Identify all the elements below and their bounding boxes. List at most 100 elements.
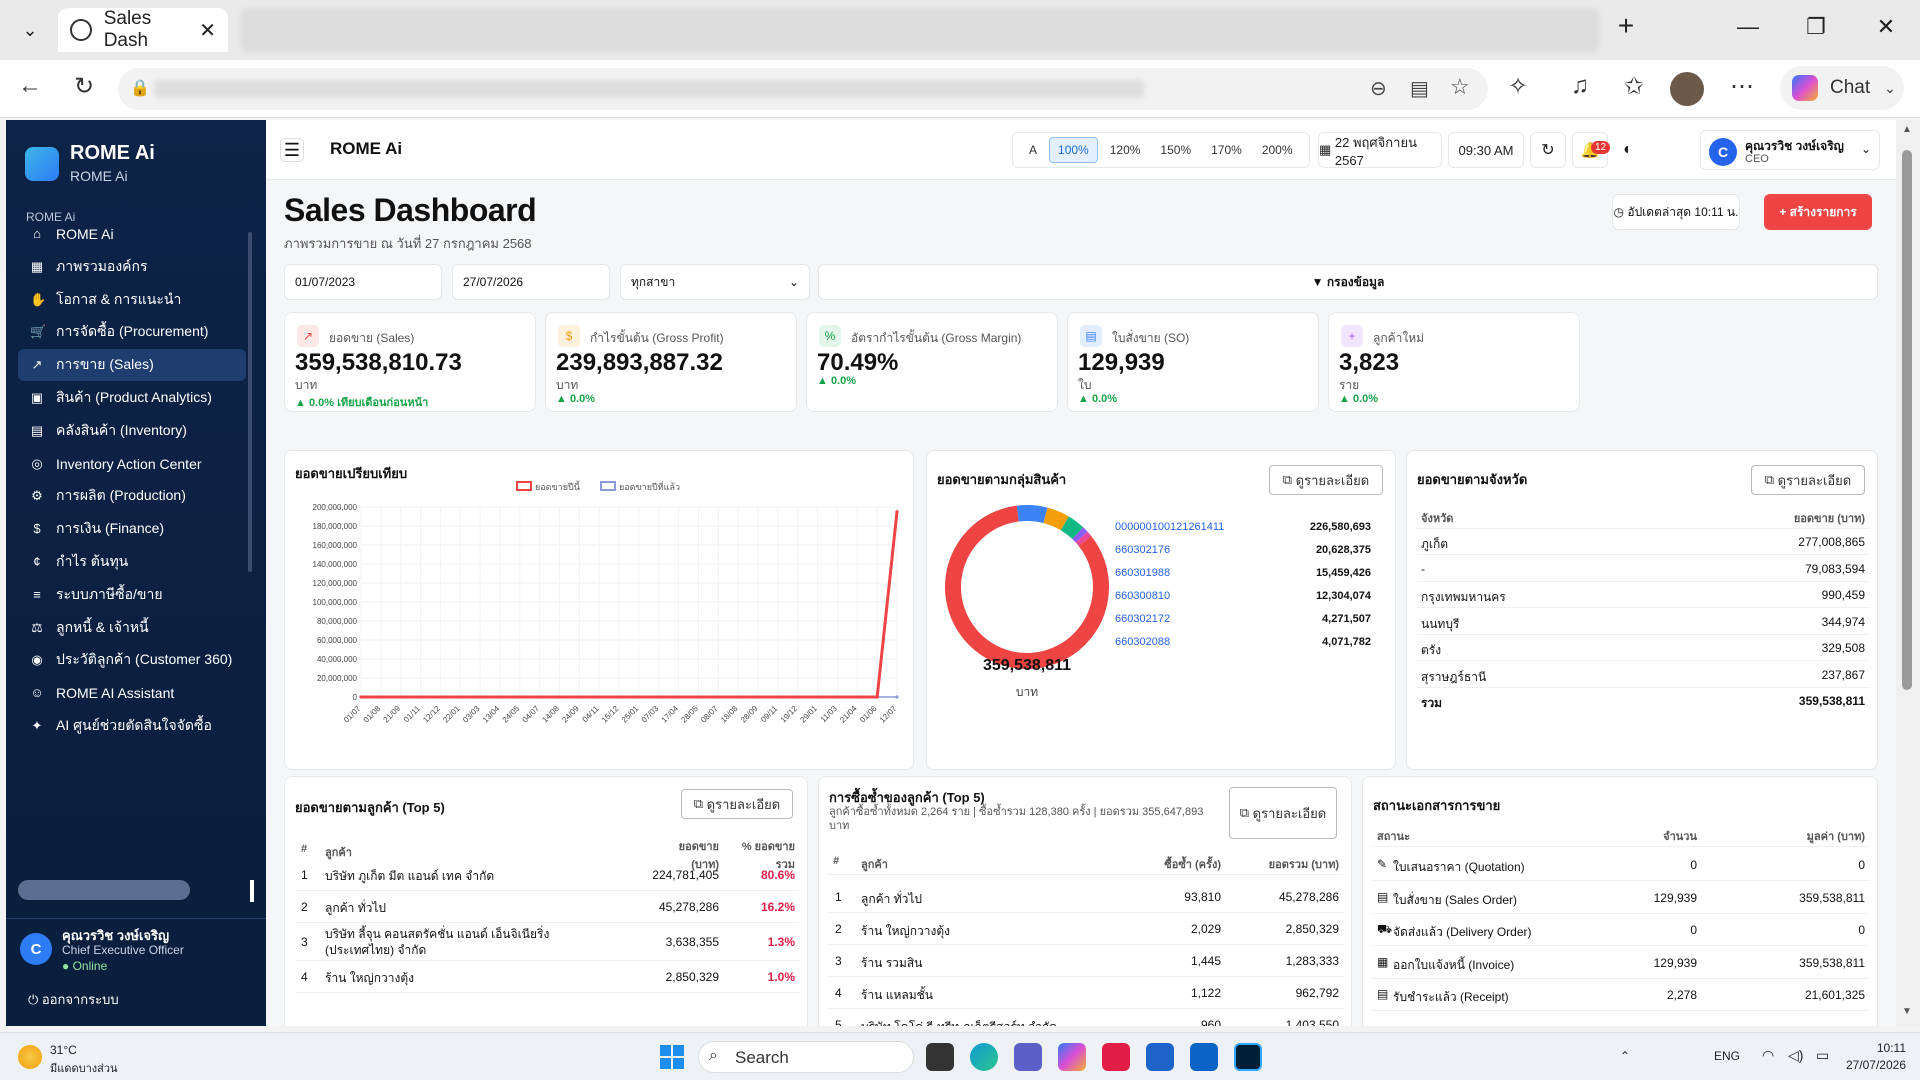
notification-bell-icon[interactable]: 🔔 12 (1572, 132, 1611, 168)
theme-toggle-icon[interactable]: ◐ (1612, 132, 1644, 168)
refresh-icon[interactable]: ↻ (73, 73, 95, 100)
gift-icon[interactable] (1102, 1043, 1130, 1071)
view-details-button[interactable]: ⧉ ดูรายละเอียด (681, 789, 793, 819)
scroll-up-icon[interactable]: ▲ (1902, 124, 1912, 135)
zoom-150-button[interactable]: 150% (1160, 143, 1192, 157)
zoom-200-button[interactable]: 200% (1261, 143, 1293, 157)
tray-chevron-icon[interactable]: ⌃ (1620, 1049, 1631, 1063)
copilot-chat-button[interactable]: Chat ⌄ (1780, 66, 1904, 110)
sidebar-item[interactable]: $ การเงิน (Finance) (18, 513, 246, 545)
volume-icon[interactable]: ◁) (1788, 1047, 1804, 1063)
scroll-down-icon[interactable]: ▼ (1902, 1006, 1912, 1017)
y-tick-label: 160,000,000 (313, 541, 358, 550)
sidebar-scrollbar[interactable] (248, 232, 252, 572)
store-icon[interactable] (1146, 1043, 1174, 1071)
view-details-button[interactable]: ⧉ ดูรายละเอียด (1269, 465, 1383, 495)
windows-start-icon[interactable] (660, 1045, 684, 1069)
outlook-icon[interactable] (1190, 1043, 1218, 1071)
page-scrollbar[interactable]: ▲ ▼ (1896, 120, 1920, 1026)
logout-button[interactable]: ⏻ ออกจากระบบ (28, 989, 119, 1010)
sidebar-item[interactable]: ↗ การขาย (Sales) (18, 349, 246, 382)
language-indicator[interactable]: ENG (1714, 1049, 1741, 1063)
restore-icon[interactable]: ❐ (1806, 14, 1826, 39)
edge-icon[interactable] (970, 1043, 998, 1071)
sidebar-item[interactable]: ◉ ประวัติลูกค้า (Customer 360) (18, 644, 246, 676)
reader-icon[interactable]: ▤ (1410, 78, 1429, 100)
repeat-times: 960 (1200, 1018, 1221, 1026)
minimize-icon[interactable]: — (1737, 14, 1759, 39)
sidebar-item[interactable]: ▦ ภาพรวมองค์กร (18, 251, 246, 283)
sidebar-item[interactable]: ¢ กำไร ต้นทุน (18, 546, 246, 578)
category-code[interactable]: 660301988 (1115, 567, 1171, 579)
task-view-icon[interactable] (926, 1043, 954, 1071)
sidebar-item[interactable]: ✦ AI ศูนย์ช่วยตัดสินใจจัดซื้อ (18, 710, 246, 742)
lock-icon: 🔒 (130, 80, 150, 97)
zoom-100-button[interactable]: 100% (1049, 137, 1098, 163)
date-to-input[interactable]: 27/07/2026 (452, 264, 610, 300)
sidebar-item[interactable]: ☺ ROME AI Assistant (18, 677, 246, 709)
doc-count: 0 (1690, 923, 1697, 937)
address-bar[interactable]: 🔒 ⊖ ▤ ☆ (118, 68, 1488, 110)
new-tab-icon[interactable]: + (1617, 10, 1635, 41)
sidebar-item[interactable]: ⌂ ROME Ai (18, 218, 246, 250)
tab-list-chevron-icon[interactable]: ⌄ (22, 19, 38, 40)
filter-button[interactable]: ▼ กรองข้อมูล (818, 264, 1878, 300)
sidebar-item[interactable]: ✋ โอกาส & การแนะนำ (18, 284, 246, 316)
copilot-icon[interactable] (1058, 1043, 1086, 1071)
province-name: นนทบุรี (1421, 616, 1460, 631)
sidebar-item-label: สินค้า (Product Analytics) (56, 389, 212, 405)
back-icon[interactable]: ← (18, 72, 42, 99)
kpi-label: กำไรขั้นต้น (Gross Profit) (590, 331, 724, 345)
date-from-input[interactable]: 01/07/2023 (284, 264, 442, 300)
battery-icon[interactable]: ▭ (1816, 1047, 1830, 1063)
sidebar-item[interactable]: ⚙ การผลิต (Production) (18, 480, 246, 512)
chevron-down-icon: ⌄ (788, 275, 799, 289)
sidebar-item[interactable]: ◎ Inventory Action Center (18, 448, 246, 480)
close-window-icon[interactable]: ✕ (1876, 14, 1896, 39)
photoshop-icon[interactable] (1234, 1043, 1262, 1071)
teams-icon[interactable] (1014, 1043, 1042, 1071)
favorites-icon[interactable]: ✩ (1623, 73, 1645, 100)
browser-tab[interactable]: Sales Dash ✕ (58, 8, 228, 52)
doc-value: 359,538,811 (1799, 890, 1865, 905)
zoom-out-icon[interactable]: ⊖ (1370, 78, 1387, 100)
logo (25, 147, 59, 181)
favorite-star-icon[interactable]: ☆ (1450, 74, 1470, 99)
brand-name: ROME Ai (70, 142, 155, 164)
close-tab-icon[interactable]: ✕ (199, 19, 216, 42)
category-code[interactable]: 660302172 (1115, 613, 1171, 625)
media-icon[interactable]: ♫ (1571, 72, 1589, 99)
sidebar-item[interactable]: ⚖ ลูกหนี้ & เจ้าหนี้ (18, 612, 246, 644)
category-code[interactable]: 000000100121261411 (1115, 521, 1225, 533)
handshake-icon: ✋ (30, 291, 47, 307)
create-record-button[interactable]: + สร้างรายการ (1764, 194, 1872, 230)
refresh-button[interactable]: ↻ (1530, 132, 1566, 168)
zoom-120-button[interactable]: 120% (1109, 143, 1141, 157)
view-details-button[interactable]: ⧉ ดูรายละเอียด (1751, 465, 1865, 495)
sidebar-scroll-marker (250, 880, 254, 902)
taskbar-search[interactable]: ⌕ Search (698, 1041, 914, 1073)
profile-avatar[interactable] (1670, 72, 1704, 106)
col-total-header: ยอดรวม (บาท) (1268, 859, 1339, 871)
more-icon[interactable]: ⋯ (1730, 73, 1754, 100)
main-content: ☰ ROME Ai A 100% 120% 150% 170% 200% ▦ 2… (266, 120, 1896, 1026)
extensions-icon[interactable]: ✧ (1507, 73, 1529, 100)
branch-select[interactable]: ทุกสาขา ⌄ (620, 264, 810, 300)
category-code[interactable]: 660302088 (1115, 636, 1171, 648)
category-code[interactable]: 660302176 (1115, 544, 1171, 556)
sidebar-item[interactable]: 🛒 การจัดซื้อ (Procurement) (18, 316, 246, 348)
weather-icon[interactable] (18, 1045, 42, 1069)
scrollbar-thumb[interactable] (1902, 150, 1912, 690)
sidebar-item[interactable]: ≡ ระบบภาษีซื้อ/ขาย (18, 579, 246, 611)
doc-count: 129,939 (1653, 890, 1697, 905)
hamburger-menu-icon[interactable]: ☰ (280, 138, 304, 162)
zoom-170-button[interactable]: 170% (1211, 143, 1242, 157)
chevron-down-icon[interactable]: ⌄ (1884, 79, 1896, 96)
sidebar-item[interactable]: ▤ คลังสินค้า (Inventory) (18, 415, 246, 447)
wifi-icon[interactable]: ◠ (1762, 1047, 1775, 1063)
user-profile-dropdown[interactable]: C คุณวรวิช วงษ์เจริญ CEO ⌄ (1700, 130, 1880, 170)
view-details-button[interactable]: ⧉ ดูรายละเอียด (1229, 787, 1337, 839)
sidebar-horizontal-scrollbar[interactable] (18, 880, 190, 900)
sidebar-item[interactable]: ▣ สินค้า (Product Analytics) (18, 382, 246, 414)
category-code[interactable]: 660300810 (1115, 590, 1171, 602)
